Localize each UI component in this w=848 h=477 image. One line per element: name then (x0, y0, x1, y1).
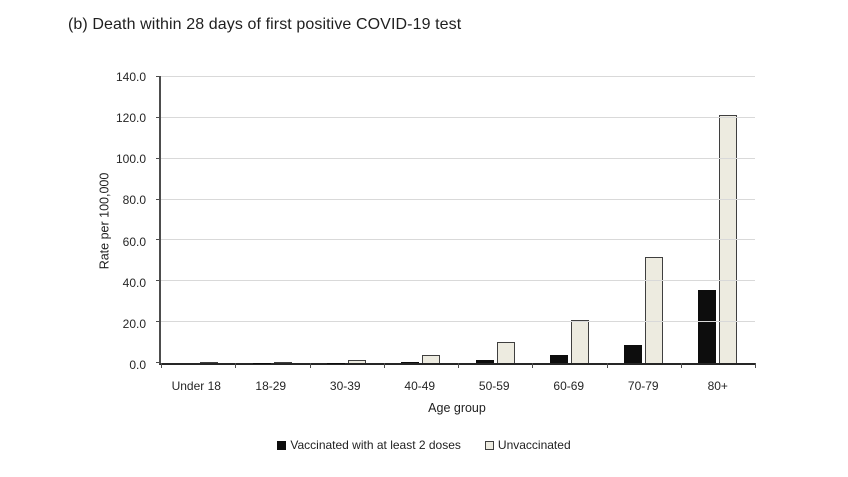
x-tick-label: Under 18 (171, 379, 221, 393)
legend-swatch-icon (277, 440, 287, 450)
x-tick-label: 50-59 (478, 379, 510, 393)
bar-unvaccinated (570, 320, 589, 363)
bar-group-40-49 (384, 77, 458, 363)
x-axis-tick (755, 363, 756, 368)
y-tick-label: 40.0 (122, 275, 146, 290)
bar-unvaccinated (719, 114, 738, 363)
gridline (161, 198, 755, 200)
bar-group-80- (681, 77, 755, 363)
gridline (161, 321, 755, 323)
bar-unvaccinated (422, 355, 441, 363)
y-axis-tick (156, 76, 161, 77)
x-tick-label: 60-69 (553, 379, 585, 393)
legend-label: Vaccinated with at least 2 doses (290, 438, 461, 452)
x-tick-label: 18-29 (255, 379, 287, 393)
x-axis-tick-labels: Under 18 18-29 30-39 40-49 50-59 60-69 70-79 80… (159, 379, 755, 395)
x-axis-title: Age group (428, 401, 486, 415)
legend: Vaccinated with at least 2 doses Unvaccin… (0, 436, 848, 454)
gridline (161, 157, 755, 159)
x-axis-tick (458, 363, 459, 368)
y-tick-label: 20.0 (122, 316, 146, 331)
bar-vaccinated (698, 289, 717, 363)
x-axis-tick (383, 363, 385, 368)
bar-groups (161, 77, 755, 363)
gridline (161, 116, 755, 118)
legend-swatch-icon (484, 440, 494, 450)
y-tick-label: 0.0 (129, 358, 146, 372)
bar-unvaccinated (645, 256, 664, 363)
y-tick-label: 140.0 (115, 70, 146, 84)
bar-unvaccinated (273, 361, 292, 363)
y-axis-tick (156, 116, 161, 118)
bar-group-under-18 (161, 77, 235, 363)
plot-area (156, 76, 756, 368)
bar-group-70-79 (607, 77, 681, 363)
gridline (161, 76, 755, 77)
x-tick-label: 30-39 (329, 379, 361, 393)
gridline (161, 280, 755, 282)
bar-unvaccinated (496, 341, 515, 363)
x-axis-tick (309, 363, 311, 368)
y-tick-label: 60.0 (122, 234, 146, 249)
y-axis-tick-labels: 0.0 20.0 40.0 60.0 80.0 100.0 120.0 140.0 (100, 70, 150, 372)
y-tick-label: 100.0 (115, 152, 146, 167)
x-tick-label: 40-49 (404, 379, 436, 393)
y-axis-tick (156, 321, 161, 323)
y-axis-tick (156, 362, 161, 363)
bar-group-18-29 (235, 77, 309, 363)
bar-unvaccinated (348, 360, 367, 363)
bar-unvaccinated (199, 362, 218, 363)
gridline (161, 239, 755, 241)
legend-item: Unvaccinated (484, 438, 571, 452)
x-axis-tick (680, 363, 682, 368)
bar-vaccinated (475, 359, 494, 363)
x-tick-label: 80+ (707, 379, 728, 393)
bar-group-60-69 (532, 77, 606, 363)
y-tick-label: 120.0 (115, 111, 146, 126)
bar-vaccinated (624, 344, 643, 363)
x-axis-tick (235, 363, 237, 368)
x-tick-label: 70-79 (627, 379, 659, 393)
bar-vaccinated (549, 355, 568, 363)
chart-title: (b) Death within 28 days of first positi… (68, 16, 462, 33)
x-axis-tick (161, 363, 162, 368)
bar-group-30-39 (310, 77, 384, 363)
y-axis-tick (156, 157, 161, 159)
legend-label: Unvaccinated (497, 438, 571, 452)
y-tick-label: 80.0 (122, 193, 146, 208)
y-axis-tick (156, 280, 161, 282)
bar-group-50-59 (458, 77, 532, 363)
y-axis-tick (156, 198, 161, 200)
x-axis-tick (606, 363, 608, 368)
legend-item: Vaccinated with at least 2 doses (277, 438, 461, 452)
x-axis-tick (532, 363, 534, 368)
bar-vaccinated (401, 361, 420, 363)
y-axis-tick (156, 239, 161, 241)
